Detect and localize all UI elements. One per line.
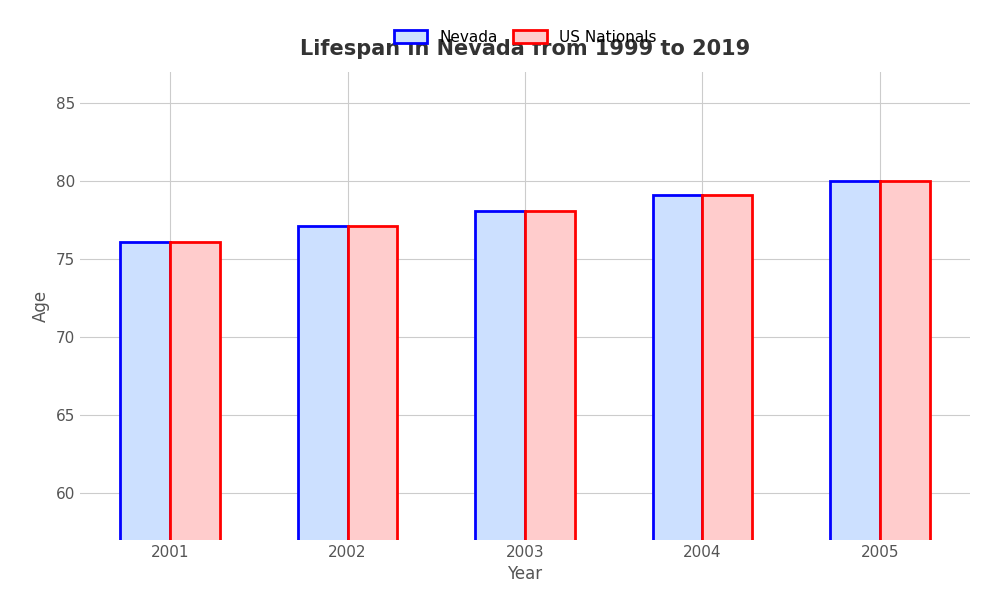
Bar: [525, 211, 575, 600]
Bar: [880, 181, 930, 600]
Legend: Nevada, US Nationals: Nevada, US Nationals: [387, 23, 663, 51]
Title: Lifespan in Nevada from 1999 to 2019: Lifespan in Nevada from 1999 to 2019: [300, 40, 750, 59]
X-axis label: Year: Year: [507, 565, 543, 583]
Bar: [298, 226, 348, 600]
Bar: [170, 242, 220, 600]
Bar: [653, 195, 702, 600]
Bar: [348, 226, 397, 600]
Bar: [830, 181, 880, 600]
Bar: [120, 242, 170, 600]
Bar: [475, 211, 525, 600]
Bar: [702, 195, 752, 600]
Y-axis label: Age: Age: [32, 290, 50, 322]
